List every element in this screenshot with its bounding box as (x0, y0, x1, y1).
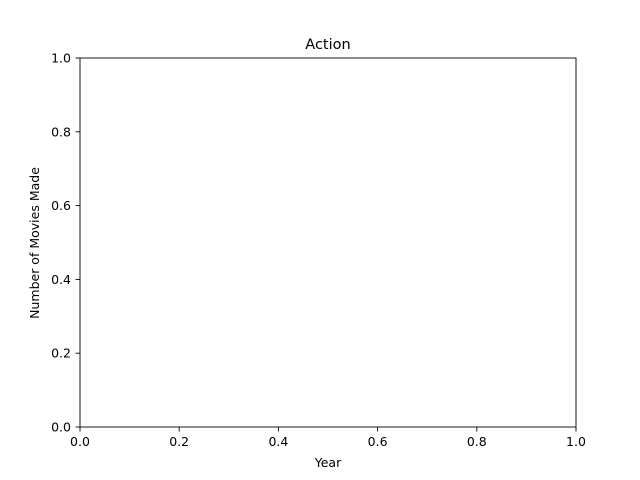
x-tick-label: 1.0 (566, 434, 586, 449)
plot-area (80, 58, 576, 427)
y-axis-label: Number of Movies Made (27, 167, 42, 319)
x-tick-label: 0.6 (368, 434, 388, 449)
y-tick-label: 0.4 (51, 272, 71, 287)
x-tick-label: 0.8 (467, 434, 487, 449)
x-tick-label: 0.4 (268, 434, 288, 449)
x-axis-ticks: 0.0 0.2 0.4 0.6 0.8 1.0 (70, 427, 586, 449)
y-axis-ticks: 0.0 0.2 0.4 0.6 0.8 1.0 (51, 51, 80, 435)
plot-frame (79, 57, 577, 428)
x-tick-label: 0.2 (169, 434, 189, 449)
y-tick-label: 0.0 (51, 420, 71, 435)
x-tick-label: 0.0 (70, 434, 90, 449)
x-axis-label: Year (314, 455, 342, 470)
chart-title: Action (305, 37, 350, 53)
y-tick-label: 0.6 (51, 198, 71, 213)
y-tick-label: 0.2 (51, 346, 71, 361)
y-tick-label: 0.8 (51, 124, 71, 139)
y-tick-label: 1.0 (51, 51, 71, 66)
